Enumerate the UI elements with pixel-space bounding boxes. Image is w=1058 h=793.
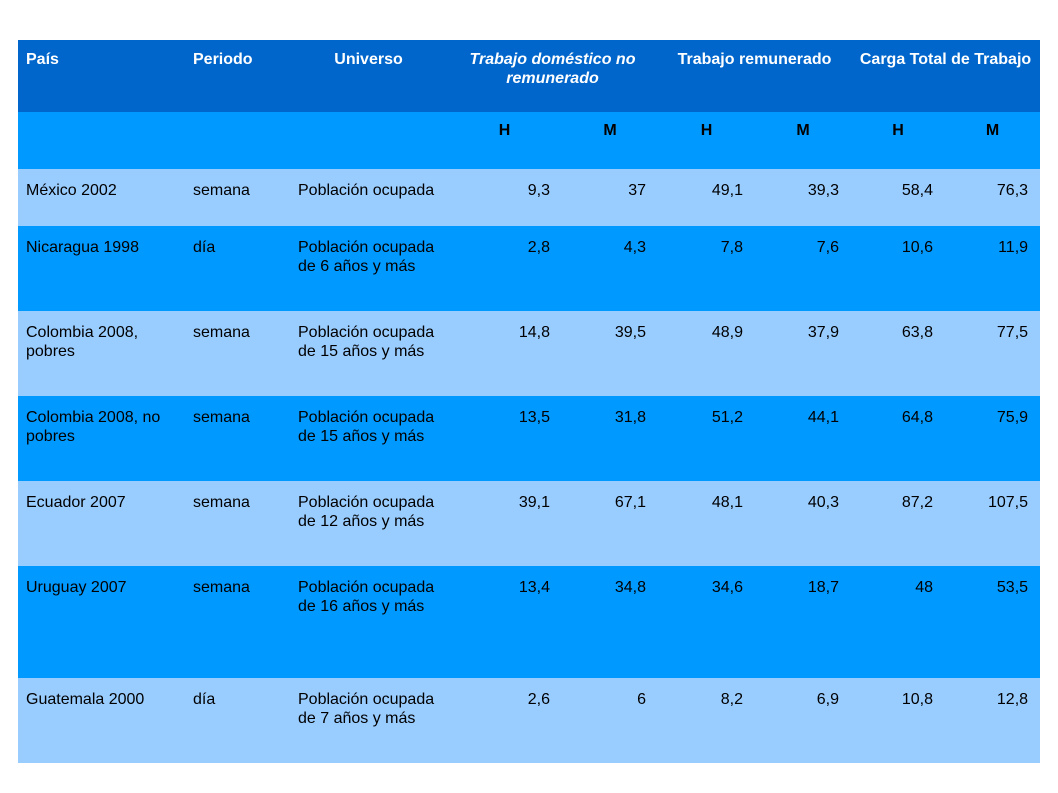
cell-value: 75,9 — [945, 396, 1041, 481]
header-row: País Periodo Universo Trabajo doméstico … — [18, 40, 1041, 112]
cell-value: 63,8 — [851, 311, 946, 396]
header-universo: Universo — [290, 40, 447, 112]
cell-value: 12,8 — [945, 678, 1041, 763]
header-periodo: Periodo — [185, 40, 290, 112]
header-trabajo-remunerado: Trabajo remunerado — [658, 40, 852, 112]
subheader-empty — [18, 112, 185, 169]
cell-value: 2,6 — [447, 678, 562, 763]
cell-value: 64,8 — [851, 396, 946, 481]
cell-value: 10,8 — [851, 678, 946, 763]
cell-value: 34,8 — [562, 566, 658, 678]
subheader-m: M — [755, 112, 852, 169]
cell-value: 40,3 — [755, 481, 852, 566]
cell-periodo: día — [185, 226, 290, 311]
cell-pais: Colombia 2008, no pobres — [18, 396, 185, 481]
cell-value: 37 — [562, 169, 658, 226]
subheader-row: H M H M H M — [18, 112, 1041, 169]
cell-value: 31,8 — [562, 396, 658, 481]
cell-value: 34,6 — [658, 566, 755, 678]
cell-periodo: día — [185, 678, 290, 763]
cell-universo: Población ocupada de 12 años y más — [290, 481, 447, 566]
cell-value: 76,3 — [945, 169, 1041, 226]
cell-universo: Población ocupada de 7 años y más — [290, 678, 447, 763]
cell-value: 7,8 — [658, 226, 755, 311]
cell-pais: México 2002 — [18, 169, 185, 226]
cell-value: 8,2 — [658, 678, 755, 763]
cell-universo: Población ocupada — [290, 169, 447, 226]
cell-pais: Ecuador 2007 — [18, 481, 185, 566]
cell-value: 6 — [562, 678, 658, 763]
cell-value: 51,2 — [658, 396, 755, 481]
subheader-empty — [185, 112, 290, 169]
cell-value: 107,5 — [945, 481, 1041, 566]
cell-value: 44,1 — [755, 396, 852, 481]
cell-universo: Población ocupada de 6 años y más — [290, 226, 447, 311]
cell-value: 58,4 — [851, 169, 946, 226]
cell-value: 13,5 — [447, 396, 562, 481]
cell-value: 4,3 — [562, 226, 658, 311]
cell-value: 49,1 — [658, 169, 755, 226]
cell-pais: Colombia 2008, pobres — [18, 311, 185, 396]
table-row: Nicaragua 1998 día Población ocupada de 6 … — [18, 226, 1041, 311]
table-body: México 2002 semana Población ocupada 9,3 37 4… — [18, 169, 1041, 763]
subheader-empty — [290, 112, 447, 169]
subheader-h: H — [851, 112, 946, 169]
cell-value: 7,6 — [755, 226, 852, 311]
cell-value: 6,9 — [755, 678, 852, 763]
table-row: Ecuador 2007 semana Población ocupada de 1… — [18, 481, 1041, 566]
table-row: Colombia 2008, pobres semana Población ocu… — [18, 311, 1041, 396]
header-trabajo-domestico: Trabajo doméstico no remunerado — [447, 40, 658, 112]
cell-value: 9,3 — [447, 169, 562, 226]
subheader-m: M — [562, 112, 658, 169]
table-row: Uruguay 2007 semana Población ocupada de 1… — [18, 566, 1041, 678]
cell-periodo: semana — [185, 481, 290, 566]
cell-universo: Población ocupada de 15 años y más — [290, 396, 447, 481]
table-row: México 2002 semana Población ocupada 9,3 37 4… — [18, 169, 1041, 226]
data-table: País Periodo Universo Trabajo doméstico … — [18, 40, 1041, 763]
cell-value: 39,5 — [562, 311, 658, 396]
cell-value: 13,4 — [447, 566, 562, 678]
cell-pais: Uruguay 2007 — [18, 566, 185, 678]
cell-value: 48 — [851, 566, 946, 678]
header-carga-total: Carga Total de Trabajo — [851, 40, 1041, 112]
cell-periodo: semana — [185, 566, 290, 678]
cell-value: 10,6 — [851, 226, 946, 311]
cell-value: 39,1 — [447, 481, 562, 566]
subheader-m: M — [945, 112, 1041, 169]
cell-value: 53,5 — [945, 566, 1041, 678]
cell-value: 39,3 — [755, 169, 852, 226]
cell-value: 37,9 — [755, 311, 852, 396]
subheader-h: H — [447, 112, 562, 169]
cell-pais: Guatemala 2000 — [18, 678, 185, 763]
cell-pais: Nicaragua 1998 — [18, 226, 185, 311]
cell-value: 87,2 — [851, 481, 946, 566]
cell-value: 48,9 — [658, 311, 755, 396]
cell-universo: Población ocupada de 16 años y más — [290, 566, 447, 678]
cell-value: 48,1 — [658, 481, 755, 566]
cell-value: 14,8 — [447, 311, 562, 396]
table-row: Colombia 2008, no pobres semana Población … — [18, 396, 1041, 481]
cell-periodo: semana — [185, 311, 290, 396]
cell-universo: Población ocupada de 15 años y más — [290, 311, 447, 396]
cell-periodo: semana — [185, 169, 290, 226]
header-pais: País — [18, 40, 185, 112]
cell-periodo: semana — [185, 396, 290, 481]
cell-value: 2,8 — [447, 226, 562, 311]
cell-value: 77,5 — [945, 311, 1041, 396]
subheader-h: H — [658, 112, 755, 169]
cell-value: 67,1 — [562, 481, 658, 566]
cell-value: 18,7 — [755, 566, 852, 678]
table-row: Guatemala 2000 día Población ocupada de 7 … — [18, 678, 1041, 763]
cell-value: 11,9 — [945, 226, 1041, 311]
